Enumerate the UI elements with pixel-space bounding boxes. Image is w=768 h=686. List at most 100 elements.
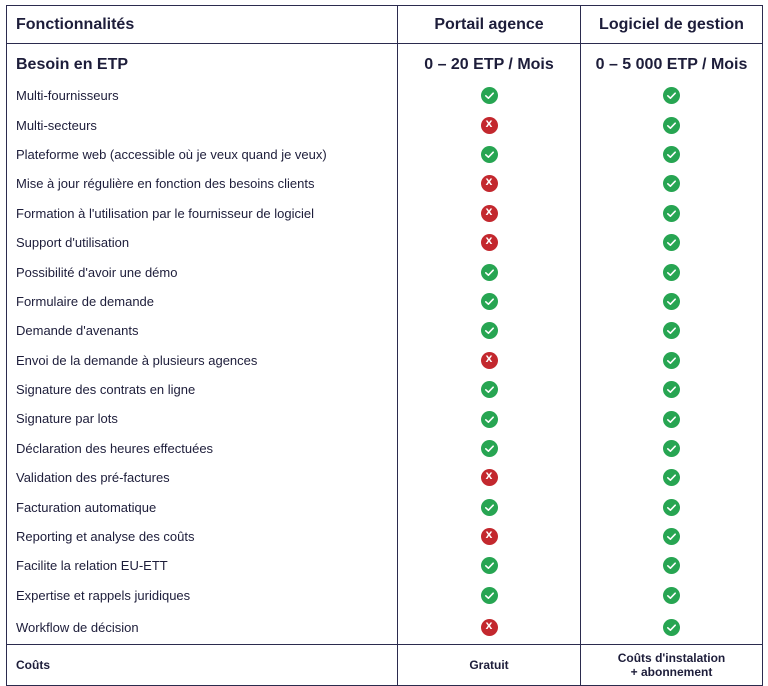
feature-portail-cell: X — [397, 110, 581, 140]
check-circle-icon — [480, 263, 498, 281]
cross-glyph: X — [485, 531, 493, 542]
cross-glyph: X — [485, 178, 493, 189]
cross-circle-icon: X — [480, 469, 498, 487]
feature-row: Signature par lots — [6, 404, 763, 434]
cross-circle-icon: X — [480, 234, 498, 252]
feature-row: Multi-secteurs X — [6, 110, 763, 140]
feature-portail-cell — [397, 286, 581, 317]
feature-logiciel-cell — [580, 463, 763, 493]
feature-label: Facilite la relation EU-ETT — [6, 551, 398, 581]
feature-logiciel-cell — [580, 610, 763, 645]
check-circle-icon — [480, 381, 498, 399]
feature-row: Demande d'avenants — [6, 316, 763, 346]
costs-logiciel-value: Coûts d'instalation + abonnement — [580, 644, 763, 686]
feature-label: Plateforme web (accessible où je veux qu… — [6, 139, 398, 170]
costs-portail-value: Gratuit — [397, 644, 581, 686]
check-circle-icon — [480, 292, 498, 310]
check-circle-icon — [663, 557, 680, 575]
feature-row: Signature des contrats en ligne — [6, 374, 763, 405]
feature-logiciel-cell — [580, 81, 763, 111]
feature-logiciel-cell — [580, 286, 763, 317]
feature-portail-cell: X — [397, 345, 581, 375]
etp-row: Besoin en ETP 0 – 20 ETP / Mois 0 – 5 00… — [6, 43, 763, 81]
etp-portail-value: 0 – 20 ETP / Mois — [397, 43, 581, 81]
feature-label: Formation à l'utilisation par le fournis… — [6, 198, 398, 228]
costs-row: Coûts Gratuit Coûts d'instalation + abon… — [6, 644, 763, 686]
check-circle-icon — [663, 618, 680, 636]
feature-portail-cell — [397, 492, 581, 522]
feature-logiciel-cell — [580, 551, 763, 581]
check-circle-icon — [663, 498, 680, 516]
costs-logiciel-line1: Coûts d'instalation — [617, 651, 726, 666]
feature-logiciel-cell — [580, 345, 763, 375]
feature-portail-cell: X — [397, 463, 581, 493]
feature-label: Formulaire de demande — [6, 286, 398, 317]
check-circle-icon — [480, 322, 498, 340]
cross-glyph: X — [485, 119, 493, 130]
feature-label: Signature des contrats en ligne — [6, 374, 398, 405]
check-circle-icon — [663, 204, 680, 222]
feature-row: Mise à jour régulière en fonction des be… — [6, 169, 763, 199]
check-circle-icon — [663, 381, 680, 399]
check-circle-icon — [663, 292, 680, 310]
cross-circle-icon: X — [480, 175, 498, 193]
check-circle-icon — [480, 87, 498, 105]
feature-logiciel-cell — [580, 139, 763, 170]
check-circle-icon — [663, 263, 680, 281]
check-circle-icon — [663, 116, 680, 134]
feature-logiciel-cell — [580, 374, 763, 405]
check-circle-icon — [663, 439, 680, 457]
feature-row: Support d'utilisation X — [6, 227, 763, 258]
check-circle-icon — [663, 410, 680, 428]
cross-circle-icon: X — [480, 528, 498, 546]
feature-label: Support d'utilisation — [6, 227, 398, 258]
check-circle-icon — [480, 557, 498, 575]
feature-row: Validation des pré-factures X — [6, 463, 763, 493]
feature-portail-cell — [397, 374, 581, 405]
feature-label: Multi-secteurs — [6, 110, 398, 140]
feature-logiciel-cell — [580, 433, 763, 464]
feature-logiciel-cell — [580, 169, 763, 199]
header-portail-agence: Portail agence — [397, 5, 581, 44]
check-circle-icon — [663, 322, 680, 340]
feature-label: Signature par lots — [6, 404, 398, 434]
comparison-table: Fonctionnalités Portail agence Logiciel … — [6, 5, 763, 686]
feature-portail-cell: X — [397, 169, 581, 199]
feature-logiciel-cell — [580, 198, 763, 228]
check-circle-icon — [480, 498, 498, 516]
cross-circle-icon: X — [480, 618, 498, 636]
feature-label: Workflow de décision — [6, 610, 398, 645]
check-circle-icon — [663, 586, 680, 604]
feature-label: Multi-fournisseurs — [6, 81, 398, 111]
cross-glyph: X — [485, 207, 493, 218]
feature-portail-cell: X — [397, 610, 581, 645]
feature-portail-cell — [397, 404, 581, 434]
feature-row: Multi-fournisseurs — [6, 81, 763, 111]
cross-glyph: X — [485, 354, 493, 365]
check-circle-icon — [663, 528, 680, 546]
feature-row: Formation à l'utilisation par le fournis… — [6, 198, 763, 228]
feature-row: Reporting et analyse des coûts X — [6, 521, 763, 552]
check-circle-icon — [480, 146, 498, 163]
feature-logiciel-cell — [580, 404, 763, 434]
feature-logiciel-cell — [580, 227, 763, 258]
check-circle-icon — [480, 410, 498, 428]
header-features: Fonctionnalités — [6, 5, 398, 44]
feature-portail-cell: X — [397, 198, 581, 228]
etp-logiciel-value: 0 – 5 000 ETP / Mois — [580, 43, 763, 81]
feature-logiciel-cell — [580, 257, 763, 287]
feature-portail-cell: X — [397, 521, 581, 552]
feature-logiciel-cell — [580, 521, 763, 552]
feature-label: Envoi de la demande à plusieurs agences — [6, 345, 398, 375]
feature-label: Déclaration des heures effectuées — [6, 433, 398, 464]
feature-row: Déclaration des heures effectuées — [6, 433, 763, 464]
feature-portail-cell — [397, 139, 581, 170]
cross-circle-icon: X — [480, 351, 498, 369]
cross-circle-icon: X — [480, 116, 498, 134]
cross-glyph: X — [485, 237, 493, 248]
cross-circle-icon: X — [480, 204, 498, 222]
feature-row: Envoi de la demande à plusieurs agences X — [6, 345, 763, 375]
feature-label: Facturation automatique — [6, 492, 398, 522]
costs-logiciel-line2: + abonnement — [630, 665, 713, 680]
cross-glyph: X — [485, 472, 493, 483]
